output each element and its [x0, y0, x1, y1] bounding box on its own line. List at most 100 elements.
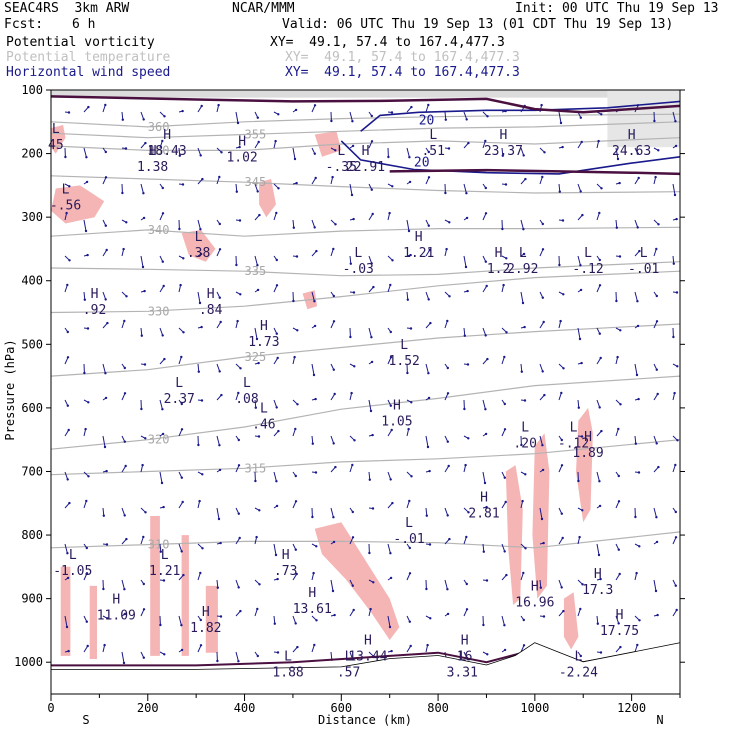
wind-arrow-head	[600, 187, 603, 190]
wind-arrow-head	[313, 300, 316, 303]
wind-arrow-head	[522, 154, 525, 157]
wind-arrow-head	[656, 613, 659, 617]
wind-arrow-head	[200, 325, 203, 329]
wind-arrow-head	[218, 296, 221, 299]
wind-arrow-head	[617, 622, 620, 625]
wind-arrow-head	[199, 618, 202, 622]
wind-arrow-head	[502, 283, 505, 287]
wind-arrow-head	[541, 296, 544, 299]
wind-arrow-head	[218, 222, 221, 226]
wind-arrow	[520, 147, 525, 156]
wind-arrow	[254, 399, 257, 408]
wind-arrow-head	[218, 175, 221, 179]
wind-arrow	[273, 543, 277, 556]
wind-arrow	[121, 507, 126, 516]
wind-arrow	[140, 111, 145, 120]
wind-arrow-head	[216, 586, 219, 589]
y-tick-label: 100	[21, 83, 43, 97]
wind-arrow	[140, 327, 143, 336]
x-tick-label: 0	[47, 701, 54, 715]
wind-arrow-head	[484, 139, 487, 143]
wind-arrow-head	[239, 609, 242, 613]
wind-arrow	[501, 147, 504, 156]
wind-arrow	[140, 183, 144, 194]
pv-extremum-value: 24.63	[612, 144, 651, 159]
wind-arrow-head	[463, 407, 466, 411]
wind-arrow	[406, 147, 410, 158]
wind-arrow	[102, 104, 106, 113]
theta-contour-label: 355	[245, 128, 267, 142]
wind-arrow-head	[220, 151, 223, 154]
wind-arrow	[425, 363, 429, 374]
wind-arrow	[482, 140, 486, 149]
wind-arrow-head	[560, 586, 563, 589]
y-axis-label: Pressure (hPa)	[3, 339, 17, 440]
wind-arrow-head	[447, 147, 451, 150]
wind-arrow	[520, 572, 524, 581]
wind-arrow-head	[407, 229, 411, 233]
wind-arrow	[558, 392, 562, 401]
pv-extremum-value: -.56	[50, 198, 81, 213]
wind-arrow-head	[125, 295, 128, 298]
pv-extremum-value: 1.38	[137, 160, 168, 175]
wind-arrow	[216, 507, 220, 520]
pv-extremum-marker: L	[52, 122, 60, 137]
wind-arrow-head	[638, 249, 641, 253]
wind-arrow-head	[467, 511, 470, 514]
wind-arrow-head	[598, 504, 602, 508]
wind-arrow-head	[162, 505, 165, 509]
wind-arrow-head	[87, 401, 90, 404]
wind-arrow-head	[655, 320, 659, 323]
field-xy-pv: XY= 49.1, 57.4 to 167.4,477.3	[270, 35, 505, 50]
wind-arrow-head	[258, 583, 261, 586]
wind-arrow-head	[66, 330, 70, 334]
wind-arrow-head	[237, 512, 240, 515]
wind-arrow-head	[638, 545, 641, 548]
wind-arrow-head	[65, 625, 69, 629]
wind-arrow-head	[447, 464, 450, 468]
y-tick-label: 300	[21, 210, 43, 224]
theta-contour	[50, 113, 681, 128]
wind-arrow	[577, 327, 581, 340]
pv-extremum-value: -2.24	[559, 666, 598, 681]
wind-arrow-head	[86, 327, 90, 330]
wind-arrow	[64, 471, 69, 480]
wind-arrow-head	[654, 589, 658, 593]
pv-extremum-value: .51	[421, 144, 444, 159]
wind-arrow-head	[524, 547, 527, 550]
pv-extremum-marker: L	[584, 246, 592, 261]
wind-arrow	[463, 111, 468, 120]
theta-contour-label: 320	[148, 433, 170, 447]
wind-arrow-head	[501, 154, 504, 157]
wind-arrow-head	[86, 253, 89, 257]
wind-arrow-head	[198, 301, 202, 305]
theta-contour-label: 335	[245, 264, 267, 278]
wind-arrow-head	[579, 654, 582, 658]
wind-arrow-head	[123, 319, 126, 323]
wind-arrow	[539, 363, 544, 372]
wind-arrow-head	[542, 615, 546, 618]
wind-arrow	[539, 435, 543, 446]
wind-arrow-head	[672, 262, 675, 265]
pv-extremum-marker: L	[243, 376, 251, 391]
wind-arrow	[558, 579, 563, 588]
wind-arrow	[444, 393, 449, 401]
theta-contour	[50, 175, 681, 194]
wind-arrow-head	[504, 183, 508, 186]
wind-arrow	[311, 644, 315, 653]
pv-extremum-value: 1.52	[389, 354, 420, 369]
wind-arrow-head	[484, 408, 487, 411]
wind-arrow-head	[446, 514, 449, 517]
wind-arrow	[520, 291, 524, 304]
wind-arrow-head	[522, 228, 525, 231]
wind-arrow-head	[123, 612, 127, 616]
wind-arrow	[672, 537, 677, 545]
wind-arrow-head	[104, 176, 108, 179]
wind-arrow-head	[218, 370, 221, 373]
wind-arrow-head	[520, 443, 523, 447]
wind-arrow	[615, 615, 620, 624]
pv-extremum-marker: L	[400, 338, 408, 353]
wind-arrow-head	[332, 442, 335, 445]
wind-arrow-head	[65, 211, 68, 215]
